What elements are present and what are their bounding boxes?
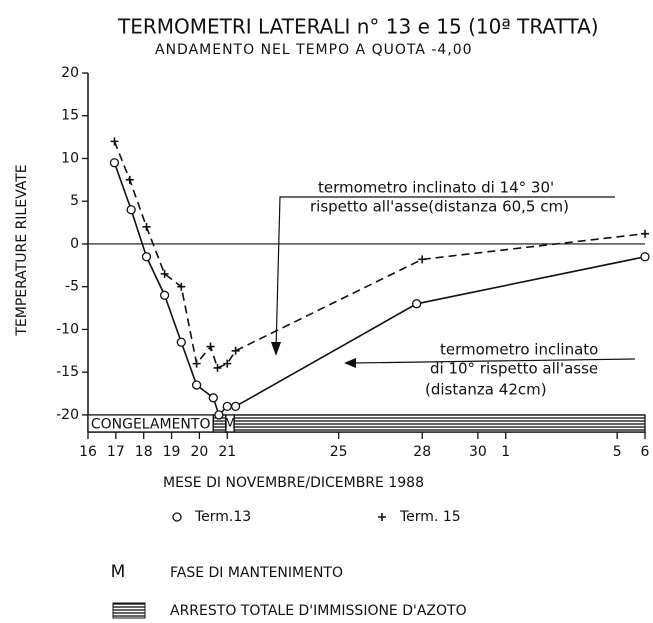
point — [109, 158, 120, 168]
y-tick-label: -15 — [56, 364, 79, 380]
note-text: ARRESTO TOTALE D'IMMISSIONE D'AZOTO — [170, 603, 467, 619]
point — [110, 137, 119, 146]
chart-subtitle: ANDAMENTO NEL TEMPO A QUOTA -4,00 — [155, 42, 473, 58]
phase-label: M — [224, 416, 236, 432]
x-tick-label: 16 — [79, 444, 97, 460]
x-tick-label: 20 — [190, 444, 208, 460]
y-tick-label: -10 — [56, 321, 79, 337]
point — [177, 282, 186, 291]
point — [214, 410, 224, 420]
y-tick-label: 10 — [61, 150, 79, 166]
point — [126, 205, 136, 215]
x-tick-label: 1 — [501, 444, 510, 460]
point — [213, 363, 222, 372]
y-axis-label: TEMPERATURE RILEVATE — [14, 164, 30, 336]
phase-band — [233, 414, 646, 433]
x-tick-label: 17 — [107, 444, 125, 460]
point — [125, 175, 134, 184]
series-line — [113, 141, 646, 369]
point — [142, 222, 151, 231]
annotation: termometro inclinato — [440, 341, 598, 359]
point — [192, 359, 201, 368]
y-tick-label: 0 — [70, 236, 79, 252]
x-tick-label: 6 — [641, 444, 650, 460]
annotation: (distanza 42cm) — [425, 381, 547, 399]
x-tick-label: 21 — [218, 444, 236, 460]
arrow-head — [271, 342, 281, 356]
point — [411, 299, 422, 309]
annotation-leader — [351, 358, 636, 364]
annotation-leader — [275, 196, 615, 351]
legend-label: Term. 15 — [399, 509, 461, 525]
x-tick-label: 28 — [413, 444, 431, 460]
point — [160, 269, 169, 278]
point — [208, 393, 218, 403]
note-text: FASE DI MANTENIMENTO — [170, 565, 343, 581]
y-tick-label: -5 — [65, 279, 79, 295]
annotation: rispetto all'asse(distanza 60,5 cm) — [310, 198, 569, 216]
point — [176, 337, 186, 347]
x-tick-label: 5 — [613, 444, 622, 460]
point — [418, 255, 427, 264]
point — [223, 359, 232, 368]
series-line — [113, 162, 646, 417]
y-tick-label: 15 — [61, 108, 79, 124]
x-axis-label: MESE DI NOVEMBRE/DICEMBRE 1988 — [163, 475, 424, 491]
annotation: termometro inclinato di 14° 30' — [318, 179, 554, 197]
annotation: di 10° rispetto all'asse — [430, 360, 598, 378]
legend-label: Term.13 — [194, 509, 251, 525]
point — [191, 380, 202, 390]
x-tick-label: 19 — [163, 444, 181, 460]
point — [641, 229, 649, 238]
point — [141, 252, 152, 262]
point — [222, 401, 232, 412]
point — [206, 342, 215, 351]
legend-marker — [172, 512, 182, 522]
legend-marker — [378, 513, 386, 521]
x-tick-label: 30 — [469, 444, 487, 460]
point — [640, 252, 650, 262]
note-hatch — [112, 602, 146, 619]
point — [159, 290, 170, 300]
y-tick-label: 20 — [61, 65, 79, 81]
x-tick-label: 25 — [330, 444, 348, 460]
y-tick-label: -20 — [56, 407, 79, 423]
point — [231, 346, 240, 355]
arrow-head — [344, 358, 356, 368]
x-tick-label: 18 — [135, 444, 153, 460]
note-symbol: M — [111, 562, 126, 582]
phase-label: CONGELAMENTO — [91, 416, 211, 432]
point — [230, 401, 241, 412]
chart-title: TERMOMETRI LATERALI n° 13 e 15 (10ª TRAT… — [117, 15, 599, 39]
y-tick-label: 5 — [70, 193, 79, 209]
